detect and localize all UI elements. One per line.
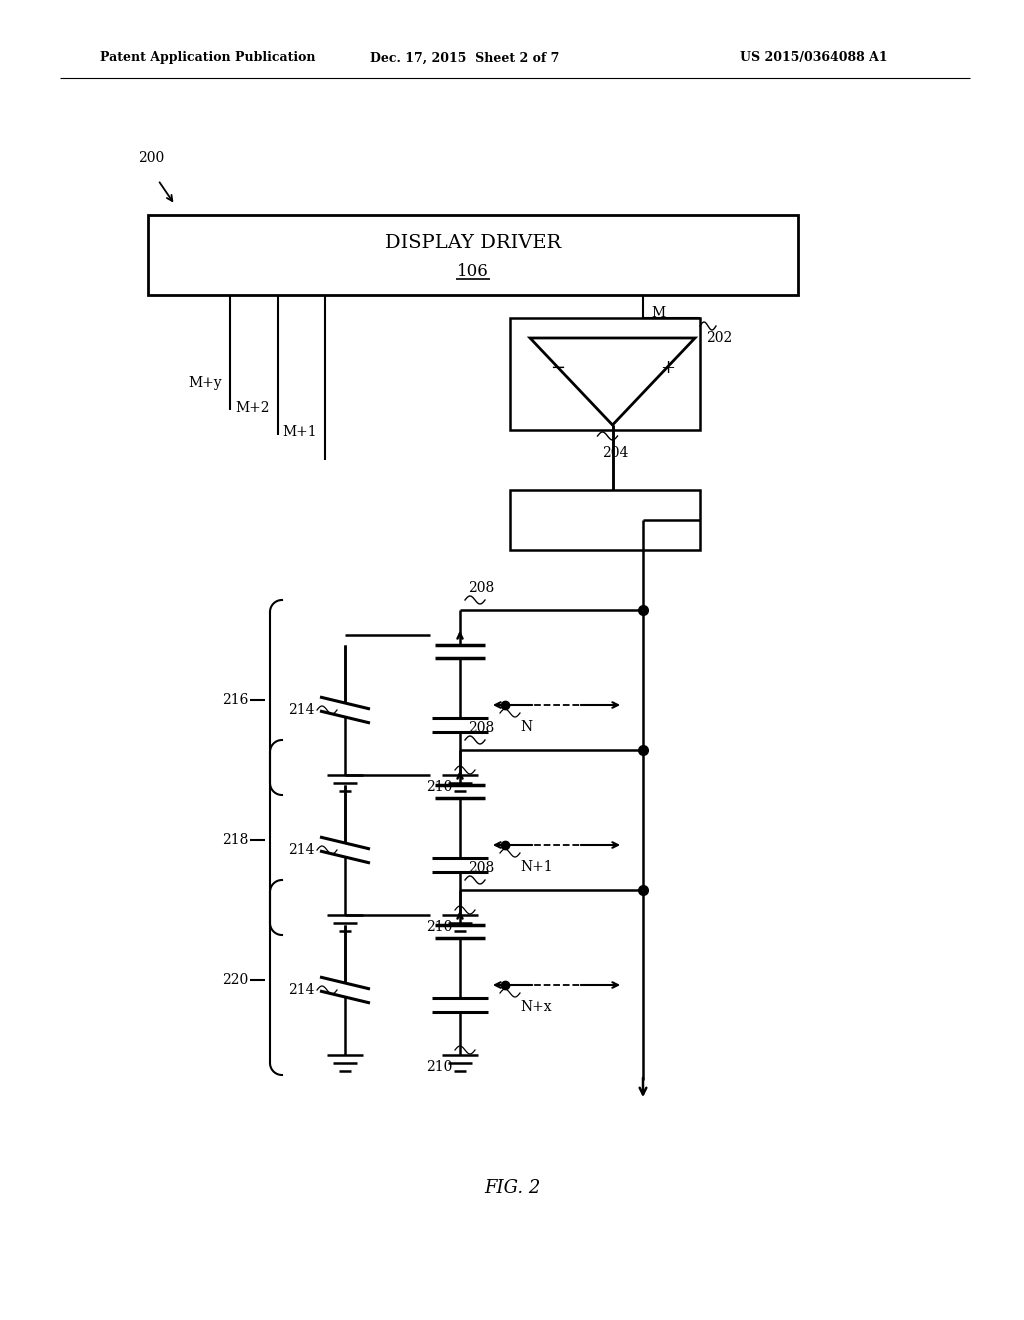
Text: 210: 210: [426, 920, 452, 935]
Text: 208: 208: [468, 861, 495, 875]
Text: M+1: M+1: [283, 425, 317, 440]
Text: 202: 202: [706, 331, 732, 345]
Text: 106: 106: [457, 263, 488, 280]
Text: N: N: [520, 719, 532, 734]
Text: US 2015/0364088 A1: US 2015/0364088 A1: [740, 51, 888, 65]
Text: N+x: N+x: [520, 1001, 552, 1014]
Text: 208: 208: [468, 581, 495, 595]
Text: FIG. 2: FIG. 2: [483, 1179, 541, 1197]
Text: 220: 220: [222, 973, 248, 987]
Text: M+2: M+2: [236, 401, 270, 414]
Text: 210: 210: [426, 780, 452, 795]
Text: 218: 218: [221, 833, 248, 847]
Bar: [510, 318, 700, 430]
Text: N+1: N+1: [520, 861, 553, 874]
Text: 204: 204: [602, 446, 629, 459]
Text: M: M: [651, 306, 666, 319]
Text: 214: 214: [289, 983, 315, 997]
Text: Dec. 17, 2015  Sheet 2 of 7: Dec. 17, 2015 Sheet 2 of 7: [370, 51, 559, 65]
Text: 214: 214: [289, 843, 315, 857]
Text: DISPLAY DRIVER: DISPLAY DRIVER: [385, 234, 561, 252]
Bar: [148, 215, 798, 294]
Text: 200: 200: [138, 150, 164, 165]
Text: 216: 216: [221, 693, 248, 708]
Text: M+y: M+y: [188, 376, 222, 389]
Text: Patent Application Publication: Patent Application Publication: [100, 51, 315, 65]
Bar: [510, 490, 700, 550]
Text: +: +: [660, 359, 675, 378]
Text: 208: 208: [468, 721, 495, 735]
Text: 214: 214: [289, 704, 315, 717]
Text: 210: 210: [426, 1060, 452, 1074]
Text: −: −: [550, 359, 565, 378]
